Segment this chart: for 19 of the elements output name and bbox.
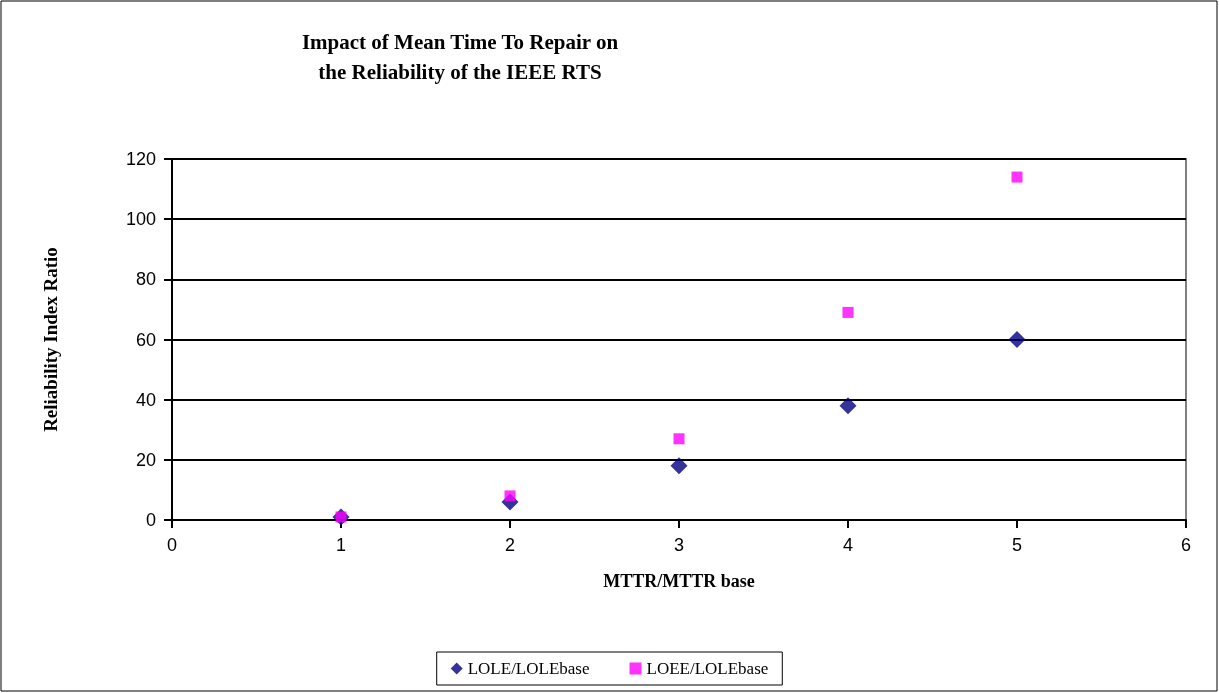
chart-title: Impact of Mean Time To Repair on the Reliability of the IEEE RTS	[301, 30, 619, 84]
x-tick-label: 0	[166, 535, 178, 555]
y-tick-label: 60	[135, 329, 156, 350]
y-tick-label: 100	[125, 209, 156, 230]
x-tick-label: 4	[842, 535, 854, 555]
y-tick-label: 80	[135, 269, 156, 290]
y-axis-title: Reliability Index Ratio	[40, 247, 61, 432]
x-tick-label: 6	[1180, 535, 1192, 555]
x-tick-label: 2	[504, 535, 516, 555]
x-tick-label: 3	[673, 535, 685, 555]
x-tick-label: 5	[1011, 535, 1023, 555]
x-tick-label: 1	[335, 535, 347, 555]
y-tick-label: 0	[145, 510, 156, 530]
legend-label: LOEE/LOLEbase	[646, 659, 769, 678]
x-axis-title: MTTR/MTTR base	[603, 571, 755, 591]
y-tick-label: 40	[135, 389, 156, 410]
legend-label: LOLE/LOLEbase	[467, 659, 590, 678]
y-tick-label: 120	[125, 149, 156, 169]
y-tick-label: 20	[135, 449, 156, 470]
